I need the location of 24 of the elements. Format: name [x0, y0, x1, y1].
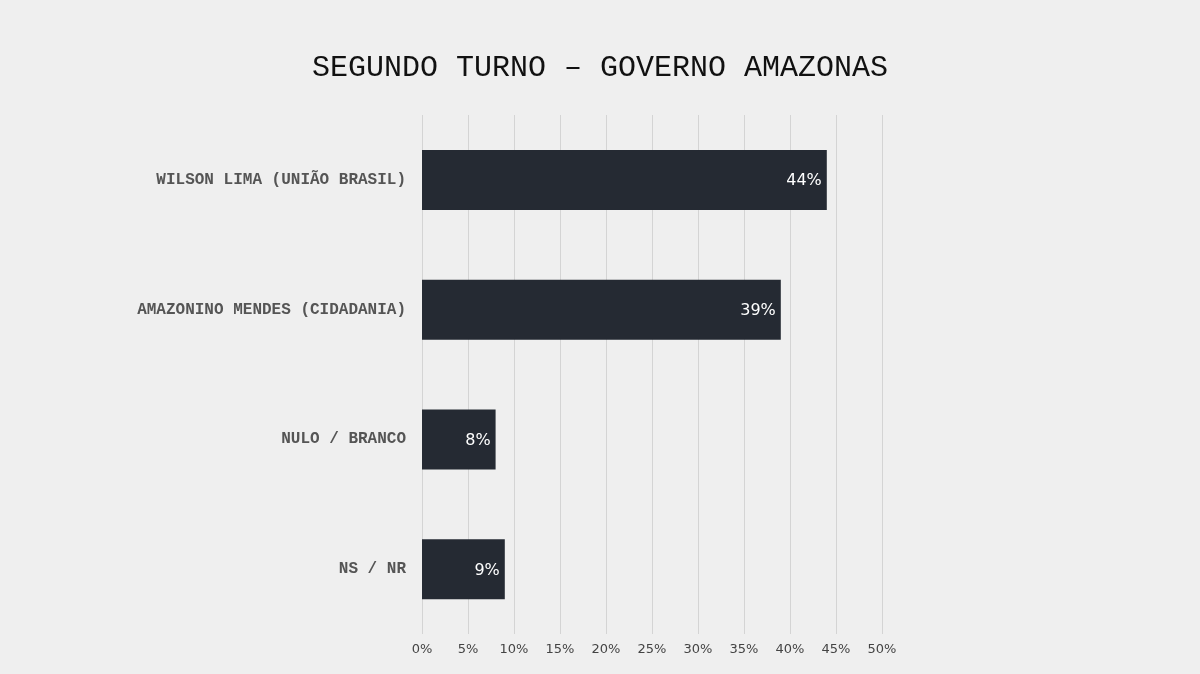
bar	[422, 539, 505, 600]
x-tick-label: 30%	[683, 641, 713, 656]
y-tick-label: NS / NR	[338, 560, 407, 579]
x-tick-label: 45%	[821, 641, 851, 656]
bar	[422, 149, 827, 210]
data-label: 9%	[474, 559, 500, 579]
y-tick-label: NULO / BRANCO	[281, 430, 407, 449]
x-tick-label: 20%	[591, 641, 621, 656]
bar	[422, 409, 496, 470]
x-tick-label: 10%	[499, 641, 529, 656]
data-label: 39%	[740, 300, 776, 320]
x-tick-label: 0%	[411, 641, 433, 656]
chart-title: SEGUNDO TURNO – GOVERNO AMAZONAS	[311, 51, 889, 85]
x-tick-label: 35%	[729, 641, 759, 656]
x-tick-label: 25%	[637, 641, 667, 656]
data-label: 44%	[786, 170, 822, 190]
y-tick-label: AMAZONINO MENDES (CIDADANIA)	[137, 300, 406, 319]
x-tick-label: 15%	[545, 641, 575, 656]
x-tick-label: 5%	[457, 641, 479, 656]
bar	[422, 279, 781, 340]
data-label: 8%	[465, 429, 491, 449]
x-tick-label: 40%	[775, 641, 805, 656]
x-tick-label: 50%	[867, 641, 897, 656]
y-tick-label: WILSON LIMA (UNIÃO BRASIL)	[156, 169, 406, 189]
